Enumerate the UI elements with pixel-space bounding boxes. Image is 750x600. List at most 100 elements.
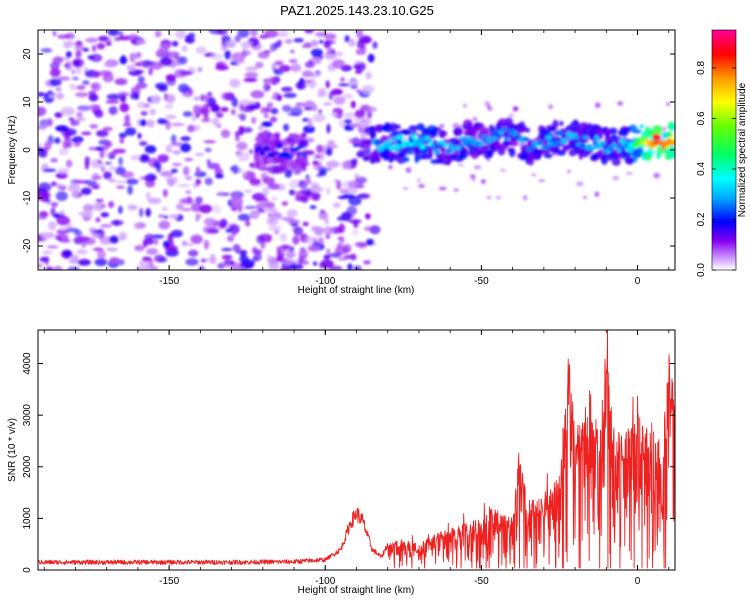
noise-speckle bbox=[318, 166, 328, 175]
noise-speckle bbox=[38, 263, 43, 269]
noise-speckle bbox=[354, 176, 367, 184]
ridge-core bbox=[498, 130, 504, 135]
noise-speckle bbox=[105, 40, 112, 46]
figure-title: PAZ1.2025.143.23.10.G25 bbox=[280, 3, 434, 18]
noise-speckle bbox=[118, 31, 124, 37]
noise-speckle bbox=[263, 78, 269, 83]
noise-speckle bbox=[320, 259, 334, 269]
noise-speckle bbox=[93, 233, 99, 239]
noise-speckle bbox=[153, 238, 159, 246]
colorbar-tick-label: 0.4 bbox=[696, 162, 707, 176]
noise-speckle bbox=[281, 86, 293, 92]
noise-speckle bbox=[342, 244, 352, 253]
noise-speckle bbox=[87, 55, 95, 60]
ridge-core bbox=[258, 150, 266, 156]
noise-speckle bbox=[209, 30, 223, 35]
ridge-halo bbox=[655, 127, 663, 136]
noise-speckle bbox=[283, 258, 294, 265]
ridge-halo bbox=[611, 158, 621, 166]
ridge-halo bbox=[644, 126, 651, 133]
noise-speckle bbox=[348, 219, 362, 224]
noise-speckle bbox=[500, 168, 506, 172]
ridge-core bbox=[439, 140, 445, 145]
noise-speckle bbox=[251, 246, 258, 255]
noise-speckle bbox=[660, 126, 667, 131]
ridge-halo bbox=[416, 123, 425, 131]
ridge-core bbox=[655, 134, 662, 141]
noise-speckle bbox=[57, 34, 69, 40]
noise-speckle bbox=[302, 221, 309, 227]
ridge-core bbox=[503, 136, 510, 140]
ridge-halo bbox=[647, 148, 654, 157]
noise-speckle bbox=[64, 128, 77, 136]
noise-speckle bbox=[153, 160, 162, 169]
noise-speckle bbox=[344, 35, 350, 43]
noise-speckle bbox=[81, 243, 86, 248]
noise-speckle bbox=[67, 266, 80, 270]
ridge-halo bbox=[556, 149, 566, 156]
noise-speckle bbox=[254, 61, 264, 69]
noise-speckle bbox=[232, 164, 239, 175]
ridge-core bbox=[386, 140, 392, 146]
noise-speckle bbox=[340, 77, 345, 82]
noise-speckle bbox=[172, 162, 182, 167]
noise-speckle bbox=[567, 170, 571, 173]
noise-speckle bbox=[315, 31, 328, 37]
y-tick-label: -20 bbox=[22, 238, 33, 253]
noise-speckle bbox=[185, 189, 192, 195]
noise-speckle bbox=[128, 34, 139, 39]
noise-speckle bbox=[325, 160, 340, 168]
ridge-halo bbox=[552, 119, 559, 129]
noise-speckle bbox=[98, 35, 109, 42]
noise-speckle bbox=[50, 207, 56, 217]
noise-speckle bbox=[176, 203, 184, 211]
noise-speckle bbox=[170, 229, 183, 238]
noise-speckle bbox=[108, 106, 118, 115]
noise-speckle bbox=[46, 118, 53, 127]
noise-speckle bbox=[319, 209, 326, 214]
noise-speckle bbox=[312, 261, 318, 266]
noise-speckle bbox=[38, 143, 43, 147]
ridge-halo bbox=[639, 124, 644, 129]
noise-speckle bbox=[185, 258, 199, 266]
noise-speckle bbox=[470, 174, 476, 179]
noise-speckle bbox=[178, 83, 190, 93]
noise-speckle bbox=[108, 178, 116, 183]
noise-speckle bbox=[538, 179, 546, 182]
noise-speckle bbox=[215, 64, 229, 71]
noise-speckle bbox=[59, 210, 65, 216]
ridge-core bbox=[391, 137, 398, 142]
colorbar-tick-label: 0.8 bbox=[696, 61, 707, 75]
noise-speckle bbox=[304, 178, 310, 186]
noise-speckle bbox=[230, 108, 236, 116]
ridge-halo bbox=[398, 151, 408, 156]
noise-speckle bbox=[626, 172, 633, 175]
noise-speckle bbox=[231, 228, 237, 237]
noise-speckle bbox=[237, 213, 251, 221]
noise-speckle bbox=[122, 122, 132, 127]
noise-speckle bbox=[58, 226, 70, 231]
noise-speckle bbox=[83, 203, 93, 213]
noise-speckle bbox=[486, 195, 492, 200]
ridge-halo bbox=[508, 140, 519, 147]
noise-speckle bbox=[325, 248, 331, 254]
noise-speckle bbox=[134, 62, 144, 67]
noise-speckle bbox=[307, 118, 313, 128]
noise-speckle bbox=[302, 118, 310, 122]
noise-speckle bbox=[325, 147, 333, 156]
noise-speckle bbox=[38, 125, 47, 130]
noise-speckle bbox=[119, 103, 130, 113]
noise-speckle bbox=[274, 60, 284, 66]
noise-speckle bbox=[187, 124, 195, 133]
ridge-core bbox=[411, 133, 417, 141]
noise-speckle bbox=[139, 141, 148, 146]
ridge-core bbox=[641, 136, 648, 140]
noise-speckle bbox=[158, 214, 165, 218]
noise-speckle bbox=[362, 37, 370, 44]
noise-speckle bbox=[473, 165, 482, 170]
noise-speckle bbox=[235, 249, 248, 255]
noise-speckle bbox=[366, 238, 375, 246]
noise-speckle bbox=[99, 70, 113, 76]
noise-speckle bbox=[215, 112, 224, 119]
ridge-core bbox=[496, 136, 501, 141]
